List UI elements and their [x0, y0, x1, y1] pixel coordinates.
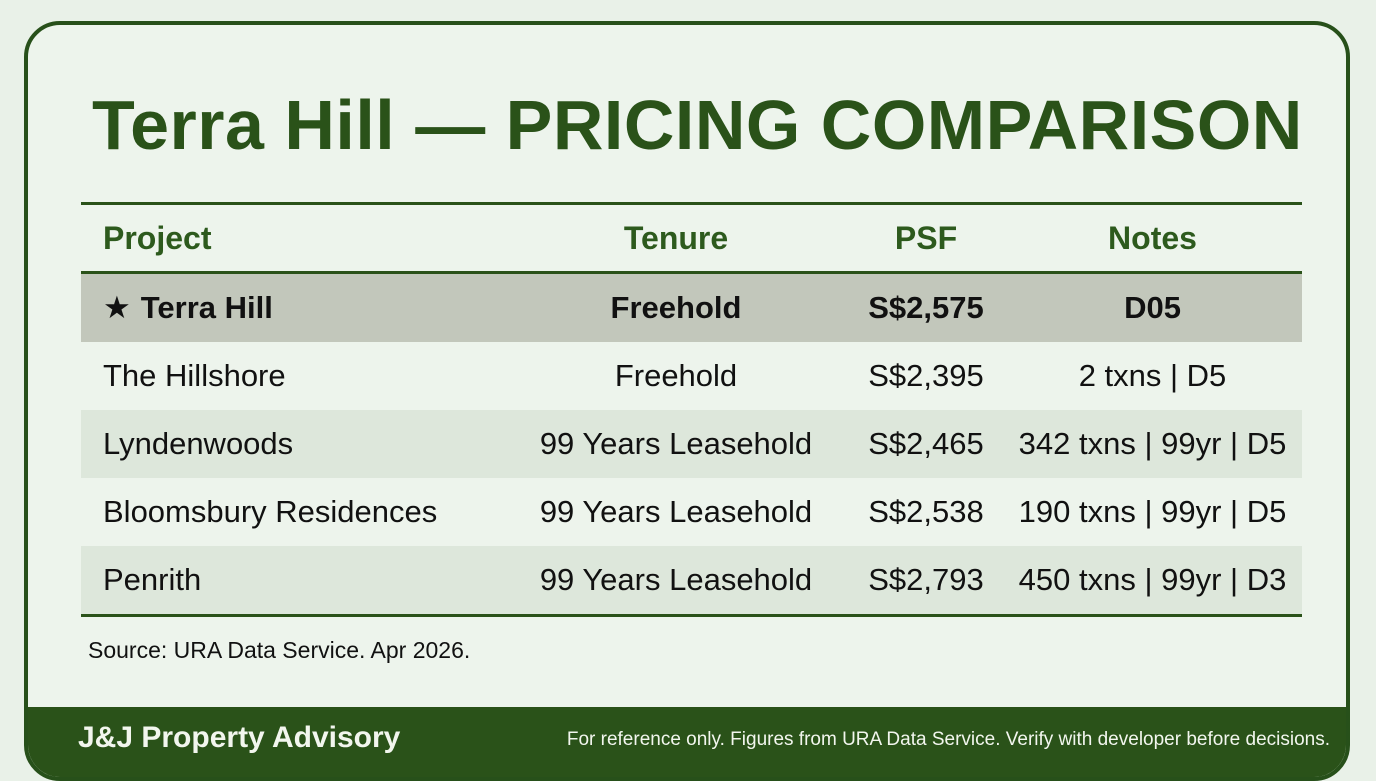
cell-tenure: 99 Years Leasehold [503, 546, 849, 616]
cell-project: Lyndenwoods [81, 410, 503, 478]
project-name: Terra Hill [140, 290, 273, 325]
table-header-row: Project Tenure PSF Notes [81, 203, 1302, 274]
pricing-table: Project Tenure PSF Notes ★ Terra Hill Fre… [81, 202, 1302, 617]
table-row: Lyndenwoods 99 Years Leasehold S$2,465 3… [81, 410, 1302, 478]
header-project: Project [81, 203, 503, 274]
header-psf: PSF [849, 203, 1003, 274]
cell-tenure: Freehold [614, 358, 738, 393]
source-note: Source: URA Data Service. Apr 2026. [88, 637, 471, 663]
page-title: Terra Hill — PRICING COMPARISON [92, 86, 1303, 164]
cell-psf: S$2,395 [868, 358, 984, 393]
table-row: The Hillshore Freehold S$2,395 2 txns | … [81, 342, 1302, 410]
cell-psf: S$2,793 [849, 546, 1003, 616]
cell-tenure: Freehold [503, 272, 849, 342]
cell-project: The Hillshore [103, 358, 286, 393]
star-icon: ★ [103, 290, 131, 325]
footer-bar: J&J Property Advisory For reference only… [28, 707, 1346, 777]
brand-name: J&J Property Advisory [78, 721, 401, 754]
header-notes: Notes [1003, 203, 1302, 274]
disclaimer-text: For reference only. Figures from URA Dat… [566, 729, 1330, 750]
cell-notes: 342 txns | 99yr | D5 [1003, 410, 1302, 478]
cell-notes: 450 txns | 99yr | D3 [1003, 546, 1302, 616]
table-row: Penrith 99 Years Leasehold S$2,793 450 t… [81, 546, 1302, 616]
table-row-highlighted: ★ Terra Hill Freehold S$2,575 D05 [81, 272, 1302, 342]
header-tenure: Tenure [503, 203, 849, 274]
cell-project: ★ Terra Hill [81, 272, 503, 342]
cell-notes: 2 txns | D5 [1078, 358, 1227, 393]
table-row: Bloomsbury Residences 99 Years Leasehold… [81, 478, 1302, 546]
pricing-card: Terra Hill — PRICING COMPARISON Project … [24, 21, 1350, 781]
cell-psf: S$2,538 [868, 494, 984, 529]
cell-project: Penrith [81, 546, 503, 616]
cell-notes: D05 [1003, 272, 1302, 342]
cell-tenure: 99 Years Leasehold [503, 410, 849, 478]
cell-psf: S$2,575 [849, 272, 1003, 342]
cell-tenure: 99 Years Leasehold [539, 494, 813, 529]
cell-psf: S$2,465 [849, 410, 1003, 478]
cell-project: Bloomsbury Residences [103, 494, 438, 529]
cell-notes: 190 txns | 99yr | D5 [1018, 494, 1287, 529]
